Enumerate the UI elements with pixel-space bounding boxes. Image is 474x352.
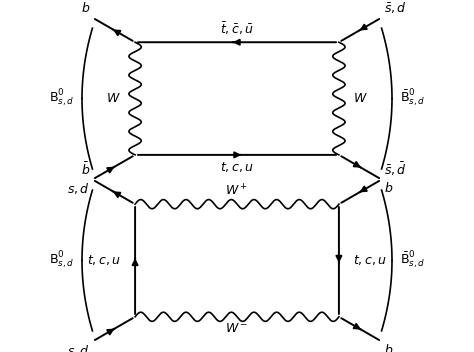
- Text: $W$: $W$: [353, 92, 368, 105]
- Text: $\mathrm{B}^0_{s,d}$: $\mathrm{B}^0_{s,d}$: [49, 250, 74, 271]
- Text: $b$: $b$: [384, 181, 393, 195]
- Text: $t,c,u$: $t,c,u$: [87, 253, 121, 268]
- Text: $t,c,u$: $t,c,u$: [353, 253, 387, 268]
- Text: $W$: $W$: [106, 92, 121, 105]
- Text: $\bar{\mathrm{B}}^0_{s,d}$: $\bar{\mathrm{B}}^0_{s,d}$: [400, 250, 425, 271]
- Text: $\bar{b}$: $\bar{b}$: [81, 161, 90, 178]
- Text: $\mathrm{B}^0_{s,d}$: $\mathrm{B}^0_{s,d}$: [49, 88, 74, 109]
- Text: $W^+$: $W^+$: [225, 184, 249, 199]
- Text: $b$: $b$: [384, 343, 393, 352]
- Text: $\bar{\mathrm{B}}^0_{s,d}$: $\bar{\mathrm{B}}^0_{s,d}$: [400, 88, 425, 109]
- Text: $t,c,u$: $t,c,u$: [220, 160, 254, 174]
- Text: $\bar{s},\bar{d}$: $\bar{s},\bar{d}$: [384, 0, 407, 16]
- Text: $\bar{s},\bar{d}$: $\bar{s},\bar{d}$: [384, 160, 407, 178]
- Text: $\bar{t},\bar{c},\bar{u}$: $\bar{t},\bar{c},\bar{u}$: [220, 20, 254, 37]
- Text: $\bar{b}$: $\bar{b}$: [81, 0, 90, 16]
- Text: $s,d$: $s,d$: [67, 343, 90, 352]
- Text: $W^-$: $W^-$: [225, 322, 249, 335]
- Text: $s,d$: $s,d$: [67, 181, 90, 196]
